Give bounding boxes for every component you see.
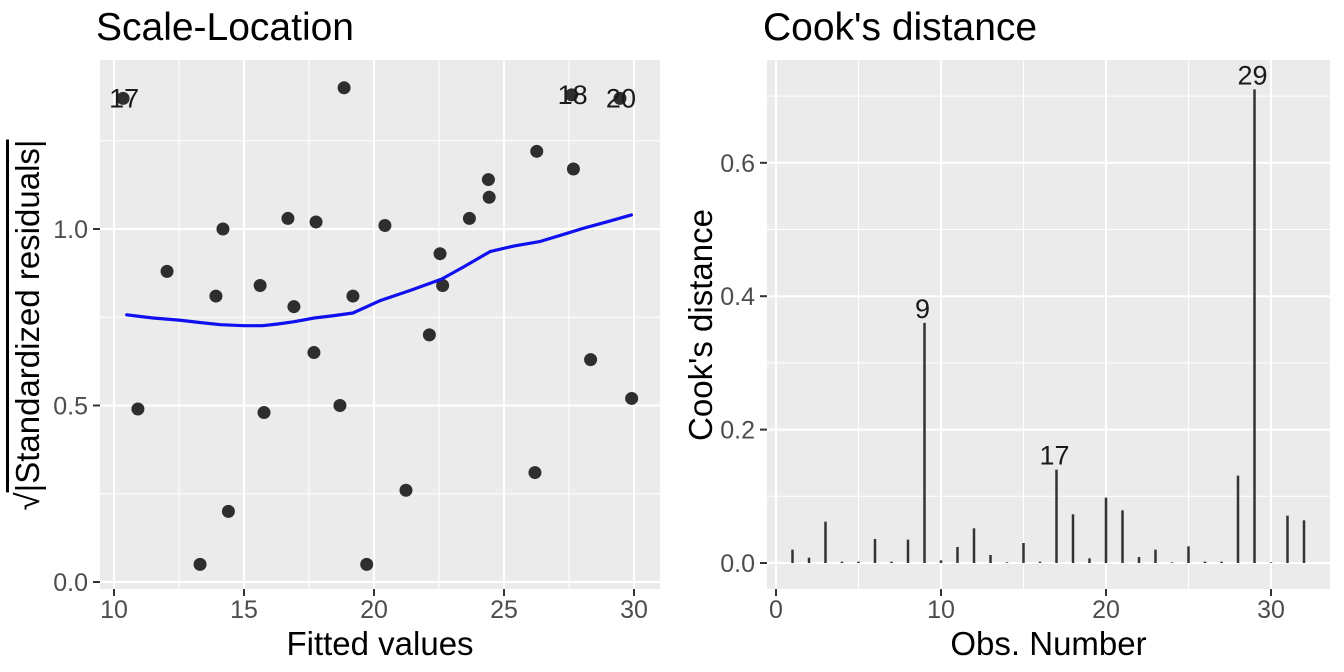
scatter-point xyxy=(528,466,542,480)
scatter-point xyxy=(422,328,436,342)
bar-label: 17 xyxy=(1039,441,1069,471)
scatter-point xyxy=(221,504,235,518)
bar-label: 9 xyxy=(915,294,930,324)
scale-location-title: Scale-Location xyxy=(96,6,354,49)
point-label: 17 xyxy=(109,83,139,113)
x-tick-label: 30 xyxy=(620,596,648,624)
y-tick-label: 0.0 xyxy=(720,550,755,578)
scatter-point xyxy=(584,353,598,367)
scatter-point xyxy=(530,144,544,158)
x-tick-label: 10 xyxy=(927,596,955,624)
scatter-point xyxy=(433,247,447,261)
scatter-point xyxy=(307,346,321,360)
scatter-point xyxy=(481,173,495,187)
fitted-values-axis-title: Fitted values xyxy=(286,625,474,662)
sqrt-standardized-residuals-axis-title: √|Standardized residuals| xyxy=(9,140,47,511)
y-tick-label: 0.6 xyxy=(720,150,755,178)
scatter-point xyxy=(160,264,174,278)
scatter-point xyxy=(360,557,374,571)
scatter-point xyxy=(209,289,223,303)
x-tick-label: 20 xyxy=(1092,596,1120,624)
scatter-point xyxy=(378,218,392,232)
y-tick-label: 0.5 xyxy=(53,393,88,421)
scatter-point xyxy=(281,211,295,225)
sqrt-inner-text: |Standardized residuals| xyxy=(9,139,46,493)
scatter-point xyxy=(216,222,230,236)
scatter-point xyxy=(462,211,476,225)
scatter-point xyxy=(337,81,351,95)
scatter-point xyxy=(309,215,323,229)
y-tick-label: 1.0 xyxy=(53,216,88,244)
scatter-point xyxy=(565,88,579,102)
cooks-distance-axis-title: Cook's distance xyxy=(682,209,719,441)
scale_location-panel-background xyxy=(100,60,660,589)
cooks-distance-title: Cook's distance xyxy=(763,6,1038,49)
bar-label: 29 xyxy=(1237,60,1267,90)
x-tick-label: 25 xyxy=(490,596,518,624)
y-tick-label: 0.2 xyxy=(720,417,755,445)
x-tick-label: 20 xyxy=(360,596,388,624)
scatter-point xyxy=(287,300,301,314)
scatter-point xyxy=(613,91,627,105)
scatter-point xyxy=(346,289,360,303)
scatter-point xyxy=(482,190,496,204)
point-label: 18 xyxy=(558,80,588,110)
scatter-point xyxy=(436,278,450,292)
smooth-line xyxy=(125,213,633,328)
x-tick-label: 10 xyxy=(100,596,128,624)
scatter-point xyxy=(333,399,347,412)
scatter-point xyxy=(625,391,639,405)
scatter-point xyxy=(116,91,130,105)
point-label: 20 xyxy=(606,83,636,113)
x-tick-label: 30 xyxy=(1257,596,1285,624)
scatter-point xyxy=(131,402,145,416)
scatter-point xyxy=(253,278,267,292)
y-tick-label: 0.0 xyxy=(53,569,88,597)
sqrt-symbol: √ xyxy=(9,492,46,511)
y-tick-label: 0.4 xyxy=(720,283,755,311)
scatter-point xyxy=(257,406,271,420)
x-tick-label: 15 xyxy=(230,596,258,624)
x-tick-label: 0 xyxy=(769,596,783,624)
scatter-point xyxy=(193,557,207,571)
scatter-point xyxy=(399,483,413,497)
scatter-point xyxy=(566,162,580,176)
obs-number-axis-title: Obs. Number xyxy=(950,625,1147,662)
cooks_distance-panel-background xyxy=(767,60,1330,589)
